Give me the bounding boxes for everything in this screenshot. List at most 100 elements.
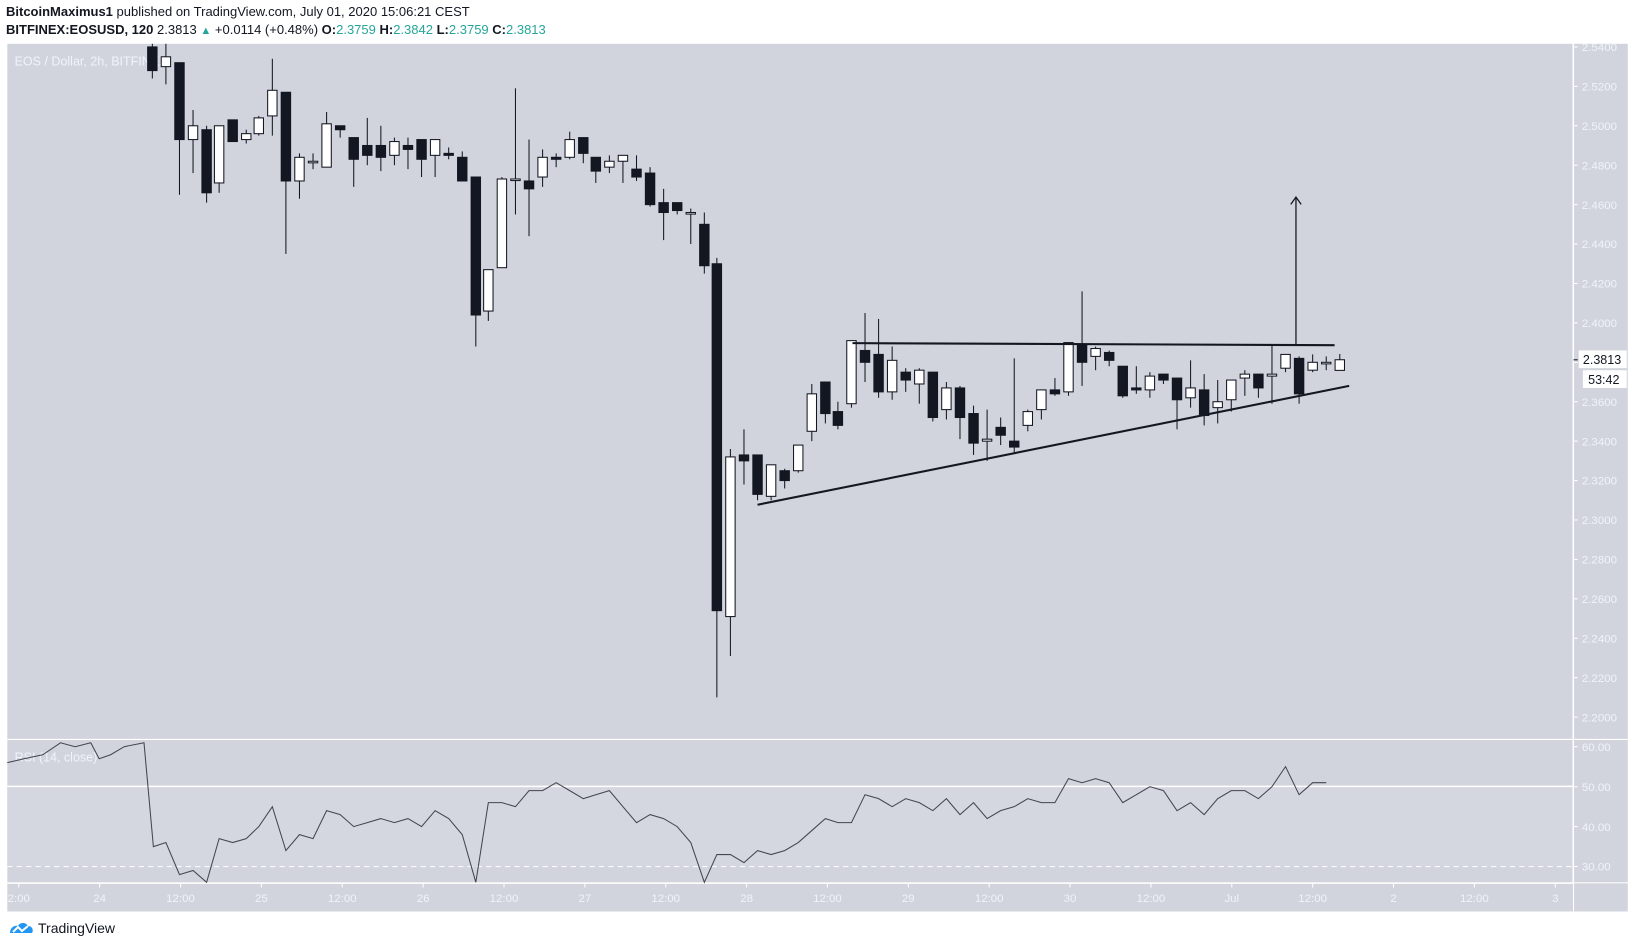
candle — [954, 387, 966, 419]
candle — [307, 160, 319, 164]
candle — [832, 411, 844, 426]
rsi-tick-label: 40.00 — [1582, 822, 1611, 834]
candle — [1171, 377, 1183, 401]
candle — [1185, 387, 1196, 399]
candle — [294, 156, 305, 182]
candle — [995, 426, 1006, 436]
rsi-tick-label: 50.00 — [1582, 782, 1611, 794]
rsi-tick-label: 60.00 — [1582, 742, 1611, 754]
time-tick-label: Jul — [1224, 893, 1239, 905]
candle — [348, 137, 359, 160]
candle — [1293, 357, 1305, 395]
time-axis-ticks: 2:00 24 12:00 25 12:00 26 12:00 27 12:00 28 12:00 2… — [8, 883, 1558, 905]
tradingview-logo-icon — [10, 923, 33, 933]
open-value: 2.3759 — [336, 22, 376, 37]
time-tick-label: 12:00 — [166, 893, 195, 905]
candle — [402, 144, 414, 150]
candle — [483, 269, 494, 312]
time-tick-label: 12:00 — [1460, 893, 1489, 905]
rsi-line — [7, 742, 1327, 884]
time-axis[interactable] — [7, 883, 1628, 912]
open-label: O: — [321, 22, 337, 37]
candle — [578, 137, 589, 154]
rsi-tick-label: 30.00 — [1582, 862, 1611, 874]
candle — [820, 381, 831, 415]
candle — [631, 168, 642, 178]
candle — [1198, 389, 1210, 417]
candle — [941, 387, 952, 411]
time-tick-label: 2 — [1390, 893, 1396, 905]
support-trendline[interactable] — [757, 384, 1350, 506]
candle — [793, 444, 804, 472]
price-tick-label: 2.2400 — [1582, 633, 1617, 645]
footer-brand[interactable]: TradingView — [8, 920, 115, 936]
candle — [1226, 379, 1237, 401]
last-price: 2.3813 — [157, 22, 197, 37]
price-change: +0.0114 (+0.48%) — [214, 22, 319, 37]
candle — [457, 156, 468, 182]
rsi-label: RSI (14, close) — [15, 750, 98, 764]
candle — [900, 371, 911, 381]
candle — [496, 178, 508, 269]
time-tick-label: 3 — [1552, 893, 1558, 905]
candle — [321, 123, 332, 168]
candle — [927, 371, 939, 419]
candle — [1036, 389, 1047, 411]
time-tick-label: 12:00 — [975, 893, 1004, 905]
symbol-label: BITFINEX:EOSUSD, 120 — [6, 22, 154, 37]
price-tick-label: 2.4600 — [1582, 200, 1617, 212]
symbol-ohlc-line: BITFINEX:EOSUSD, 120 2.3813 ▲ +0.0114 (+… — [6, 22, 546, 37]
close-label: C: — [492, 22, 506, 37]
candle — [1076, 344, 1088, 363]
candle — [765, 464, 777, 497]
candle — [334, 125, 346, 131]
candle — [1090, 347, 1101, 357]
price-tick-label: 2.5000 — [1582, 121, 1617, 133]
time-tick-label: 12:00 — [1298, 893, 1327, 905]
author-name[interactable]: BitcoinMaximus1 — [6, 4, 113, 19]
time-tick-label: 26 — [417, 893, 430, 905]
resistance-trendline[interactable] — [852, 342, 1335, 347]
close-value: 2.3813 — [506, 22, 546, 37]
time-tick-label: 27 — [578, 893, 591, 905]
candle — [671, 202, 683, 212]
candle — [429, 139, 441, 156]
candle — [711, 263, 723, 612]
time-tick-label: 30 — [1064, 893, 1077, 905]
candle — [725, 456, 736, 618]
candle — [267, 89, 278, 117]
high-value: 2.3842 — [393, 22, 433, 37]
candle — [806, 393, 818, 432]
time-tick-label: 2:00 — [8, 893, 30, 905]
price-tick-label: 2.3600 — [1582, 397, 1617, 409]
candle — [779, 470, 790, 482]
candle — [1063, 342, 1074, 393]
candle — [699, 223, 710, 267]
candle — [147, 46, 158, 72]
price-tick-label: 2.5200 — [1582, 82, 1617, 94]
candle — [1131, 387, 1142, 391]
candle — [914, 369, 925, 385]
footer-brand-label: TradingView — [38, 920, 116, 936]
candle — [187, 125, 199, 141]
last-price-tag-text: 2.3813 — [1583, 353, 1621, 367]
candle — [617, 154, 629, 162]
candle — [510, 178, 521, 182]
candle — [658, 202, 669, 214]
low-label: L: — [436, 22, 449, 37]
time-tick-label: 28 — [740, 893, 753, 905]
candle — [873, 353, 884, 393]
price-tick-label: 2.2600 — [1582, 594, 1617, 606]
price-pane[interactable] — [7, 43, 1573, 740]
candle — [362, 144, 373, 156]
candle — [227, 119, 238, 143]
time-tick-label: 12:00 — [813, 893, 842, 905]
candle — [859, 349, 871, 363]
price-tick-label: 2.2200 — [1582, 673, 1617, 685]
price-axis[interactable] — [1573, 43, 1628, 883]
candle — [213, 125, 225, 184]
time-tick-label: 24 — [93, 893, 106, 905]
price-tick-label: 2.3200 — [1582, 476, 1617, 488]
published-text: published on TradingView.com, July 01, 2… — [116, 4, 470, 19]
